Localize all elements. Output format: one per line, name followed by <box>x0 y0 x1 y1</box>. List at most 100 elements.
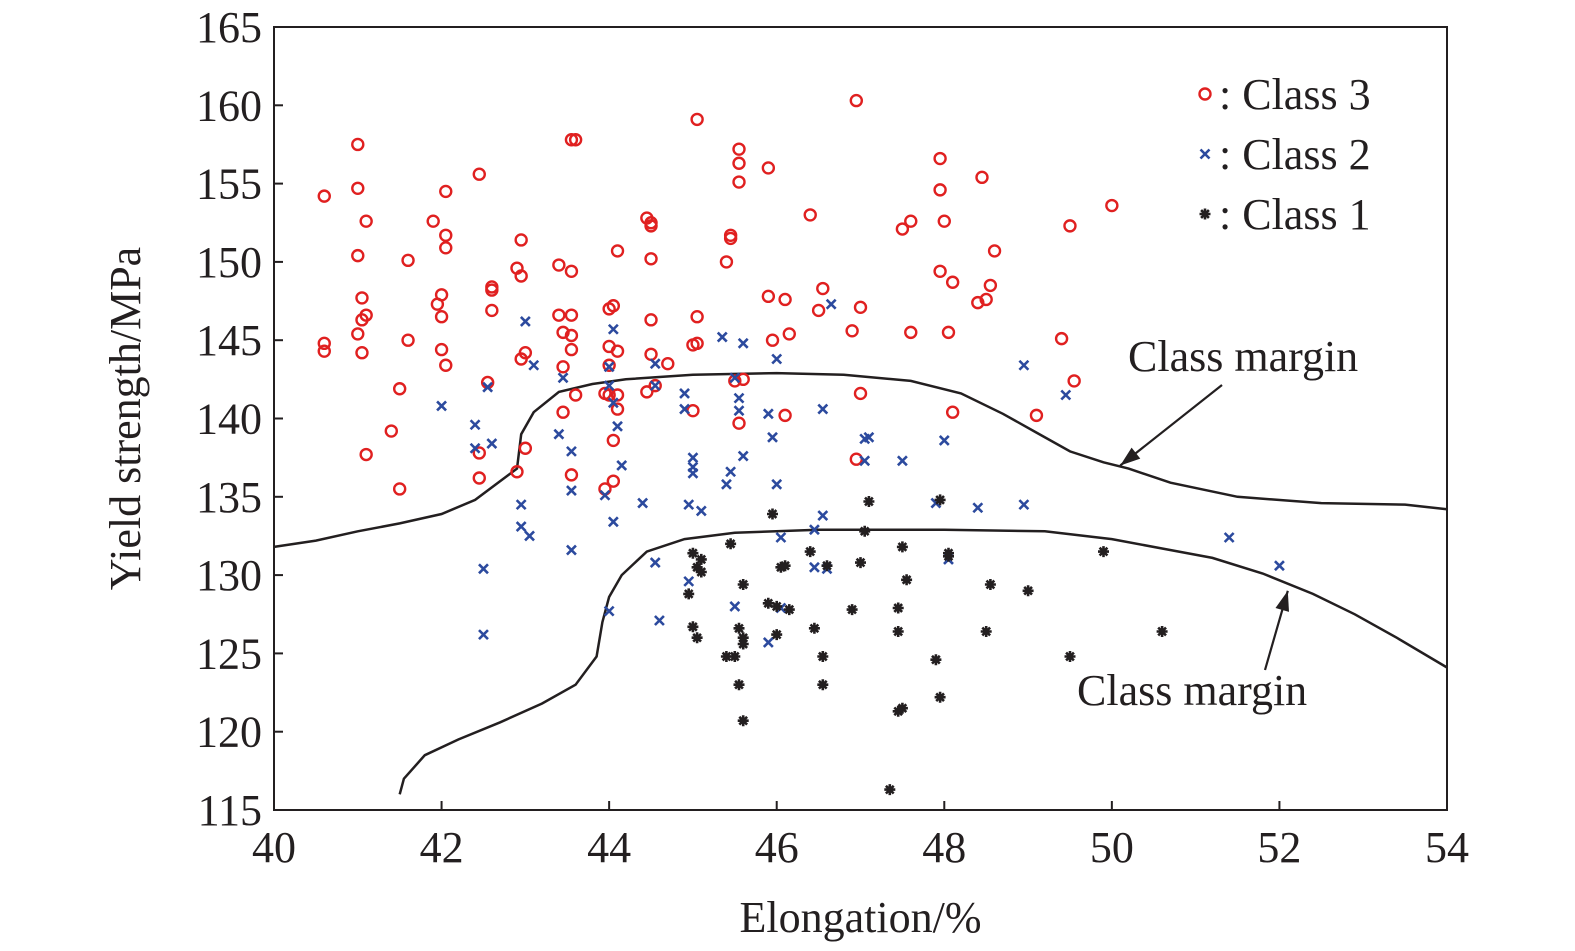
class-2-point <box>478 563 489 575</box>
class-3-point <box>971 295 985 310</box>
class-3-point <box>610 244 625 258</box>
class-1-point <box>980 626 992 637</box>
class-1-point <box>695 553 707 565</box>
class-margin-annotation: Class margin <box>1077 666 1307 715</box>
class-1-point <box>737 579 749 590</box>
class-1-point <box>691 632 703 644</box>
class-3-point <box>732 156 746 170</box>
y-tick-label: 150 <box>196 238 262 287</box>
class-3-point <box>317 336 331 351</box>
class-2-point <box>808 524 820 536</box>
class-3-point <box>732 416 746 430</box>
class-1-point <box>737 715 749 727</box>
class-3-point <box>933 151 947 166</box>
class-2-point <box>716 331 728 343</box>
class-3-point <box>351 181 365 195</box>
class-3-point <box>610 344 625 358</box>
class-3-point <box>686 403 700 418</box>
class-3-point <box>895 222 910 236</box>
class-3-point <box>472 471 486 485</box>
class-1-point <box>863 496 875 507</box>
class-3-point <box>904 214 918 228</box>
class-3-point <box>719 255 734 269</box>
class-1-point <box>720 651 732 662</box>
class-3-point <box>1054 331 1069 346</box>
class-3-point <box>564 328 579 343</box>
class-2-point <box>859 455 871 467</box>
class-3-point <box>439 184 453 199</box>
class-3-point <box>945 275 960 289</box>
class-3-point <box>439 241 453 255</box>
annotation-arrow-head <box>1120 447 1141 466</box>
class-1-point <box>695 566 707 578</box>
class-3-point <box>690 310 704 324</box>
class-1-point <box>783 604 795 616</box>
class-3-point <box>761 161 776 175</box>
class-3-point <box>568 388 583 402</box>
class-1-point <box>884 784 896 796</box>
class-1-point <box>1156 626 1168 637</box>
class-3-point <box>661 356 675 371</box>
class-3-point <box>933 183 947 197</box>
x-tick-label: 48 <box>922 823 966 872</box>
class-1-point <box>725 538 737 550</box>
class-2-point <box>653 615 665 626</box>
class-1-point <box>984 579 996 590</box>
class-3-point <box>564 468 579 482</box>
class-1-point <box>737 632 749 644</box>
class-2-point <box>599 489 611 501</box>
class-2-point <box>771 478 783 490</box>
class-2-point <box>771 353 783 365</box>
class-3-point <box>640 385 654 399</box>
class-3-point <box>690 336 704 351</box>
class-3-point <box>564 342 579 357</box>
class-3-point <box>849 452 864 466</box>
class-1-point <box>775 561 787 573</box>
class-3-point <box>904 325 918 340</box>
class-3-point <box>778 292 792 307</box>
class-1-point <box>683 588 695 600</box>
class-2-point <box>896 455 908 467</box>
class-2-point <box>519 315 531 327</box>
class-3-point <box>816 281 830 296</box>
class-3-point <box>1105 198 1119 213</box>
class-1-point <box>1098 546 1109 558</box>
class-3-point <box>610 402 625 416</box>
class-1-point <box>687 621 699 633</box>
class-3-point <box>811 303 826 318</box>
class-1-point <box>855 557 866 569</box>
class-3-point <box>564 133 579 147</box>
class-3-point <box>1067 374 1081 388</box>
class-3-point <box>552 258 566 272</box>
x-tick-label: 42 <box>420 823 464 872</box>
class-3-point <box>359 447 373 462</box>
class-2-point <box>1274 560 1285 572</box>
class-2-point <box>469 442 481 454</box>
class-3-point <box>518 346 533 360</box>
class-2-point <box>1018 499 1030 511</box>
class-2-point <box>557 372 569 384</box>
class-3-point <box>401 253 415 268</box>
class-2-point <box>603 380 615 392</box>
class-2-point <box>515 521 527 532</box>
class-2-point <box>482 381 494 393</box>
class-2-point <box>603 361 615 373</box>
class-2-point <box>729 372 741 384</box>
class-1-point <box>896 702 908 714</box>
class-2-point <box>825 298 837 310</box>
class-3-point <box>401 333 415 347</box>
class-1-point <box>779 560 791 572</box>
class-3-point <box>853 300 868 315</box>
class-3-point <box>359 214 373 228</box>
upper-class-margin-curve <box>273 371 1448 549</box>
y-tick-label: 120 <box>196 708 262 757</box>
class-2-point <box>1223 532 1235 543</box>
class-1-point <box>817 651 829 662</box>
class-1-point <box>934 494 946 506</box>
class-3-point <box>975 170 989 185</box>
class-1-point <box>771 629 783 641</box>
class-2-point <box>1018 359 1030 371</box>
class-2-point <box>649 380 661 392</box>
y-tick-label: 140 <box>196 395 262 444</box>
class-3-point <box>384 424 398 438</box>
